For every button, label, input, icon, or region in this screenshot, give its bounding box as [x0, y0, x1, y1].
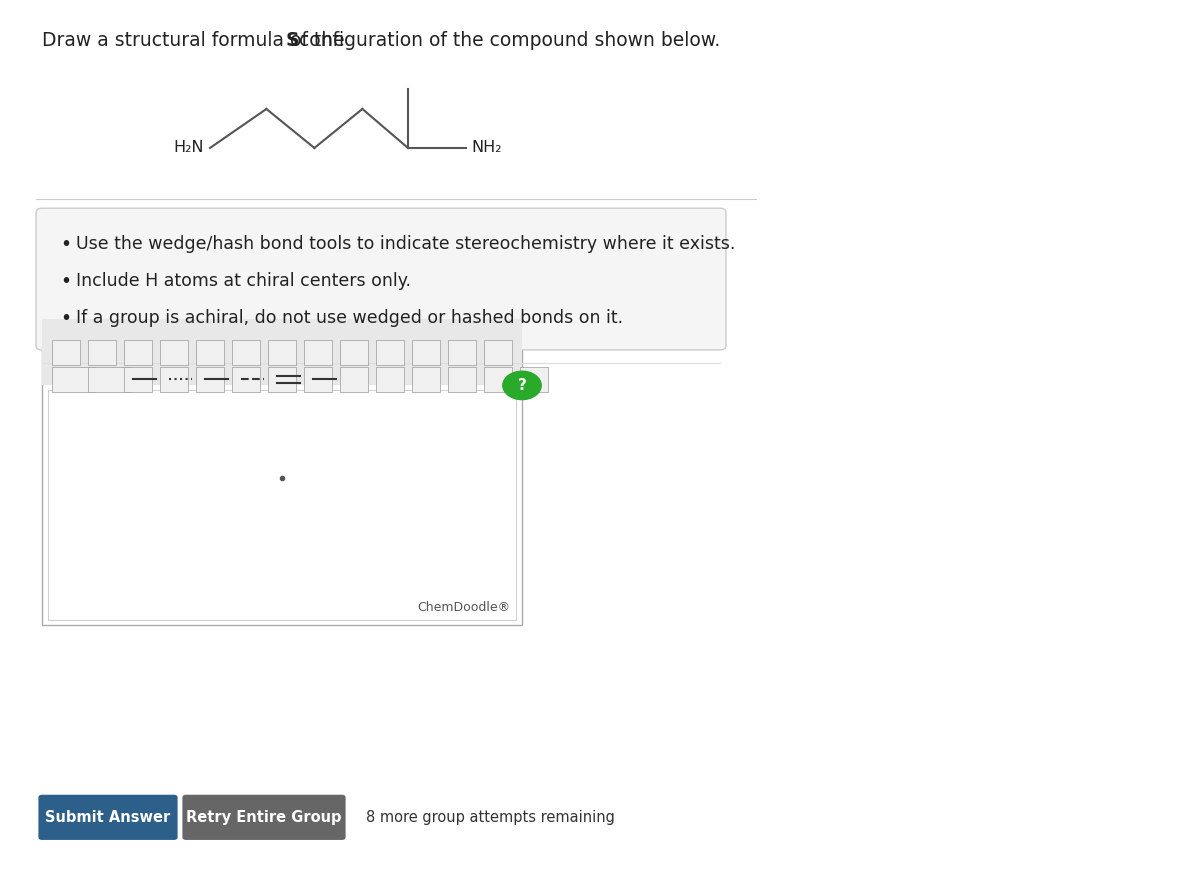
Bar — [196, 367, 224, 392]
Bar — [268, 367, 296, 392]
Bar — [268, 340, 296, 365]
Text: configuration of the compound shown below.: configuration of the compound shown belo… — [293, 31, 720, 50]
Bar — [520, 367, 548, 392]
Bar — [42, 319, 522, 625]
Bar — [376, 340, 404, 365]
Circle shape — [503, 371, 541, 400]
Text: Use the wedge/hash bond tools to indicate stereochemistry where it exists.: Use the wedge/hash bond tools to indicat… — [76, 235, 734, 253]
Bar — [412, 340, 440, 365]
Text: ChemDoodle®: ChemDoodle® — [416, 601, 510, 614]
Text: Submit Answer: Submit Answer — [46, 810, 170, 825]
Text: If a group is achiral, do not use wedged or hashed bonds on it.: If a group is achiral, do not use wedged… — [76, 309, 623, 327]
FancyBboxPatch shape — [182, 795, 346, 840]
Bar — [448, 367, 476, 392]
Text: Draw a structural formula of the: Draw a structural formula of the — [42, 31, 350, 50]
FancyBboxPatch shape — [36, 208, 726, 350]
Bar — [412, 367, 440, 392]
Bar — [124, 340, 152, 365]
Bar — [232, 340, 260, 365]
Text: 8 more group attempts remaining: 8 more group attempts remaining — [366, 811, 614, 825]
Text: H₂N: H₂N — [174, 141, 204, 155]
Text: •: • — [60, 309, 71, 328]
Bar — [160, 340, 188, 365]
Bar — [160, 367, 188, 392]
Bar — [340, 367, 368, 392]
Text: Retry Entire Group: Retry Entire Group — [186, 810, 342, 825]
Bar — [304, 367, 332, 392]
Bar — [52, 340, 80, 365]
FancyBboxPatch shape — [38, 795, 178, 840]
Bar — [304, 340, 332, 365]
Bar — [42, 319, 522, 385]
Bar — [88, 367, 131, 392]
Bar — [484, 340, 512, 365]
Bar — [88, 340, 116, 365]
Bar — [232, 367, 260, 392]
Text: •: • — [60, 272, 71, 291]
Text: •: • — [60, 235, 71, 253]
Text: Include H atoms at chiral centers only.: Include H atoms at chiral centers only. — [76, 272, 410, 290]
Text: NH₂: NH₂ — [472, 141, 502, 155]
Bar — [124, 367, 152, 392]
Bar — [196, 340, 224, 365]
Bar — [448, 340, 476, 365]
Text: ?: ? — [517, 378, 527, 392]
Bar — [484, 367, 512, 392]
Text: S: S — [286, 31, 299, 50]
Bar — [52, 367, 95, 392]
Bar — [48, 390, 516, 620]
Bar — [340, 340, 368, 365]
Bar — [376, 367, 404, 392]
